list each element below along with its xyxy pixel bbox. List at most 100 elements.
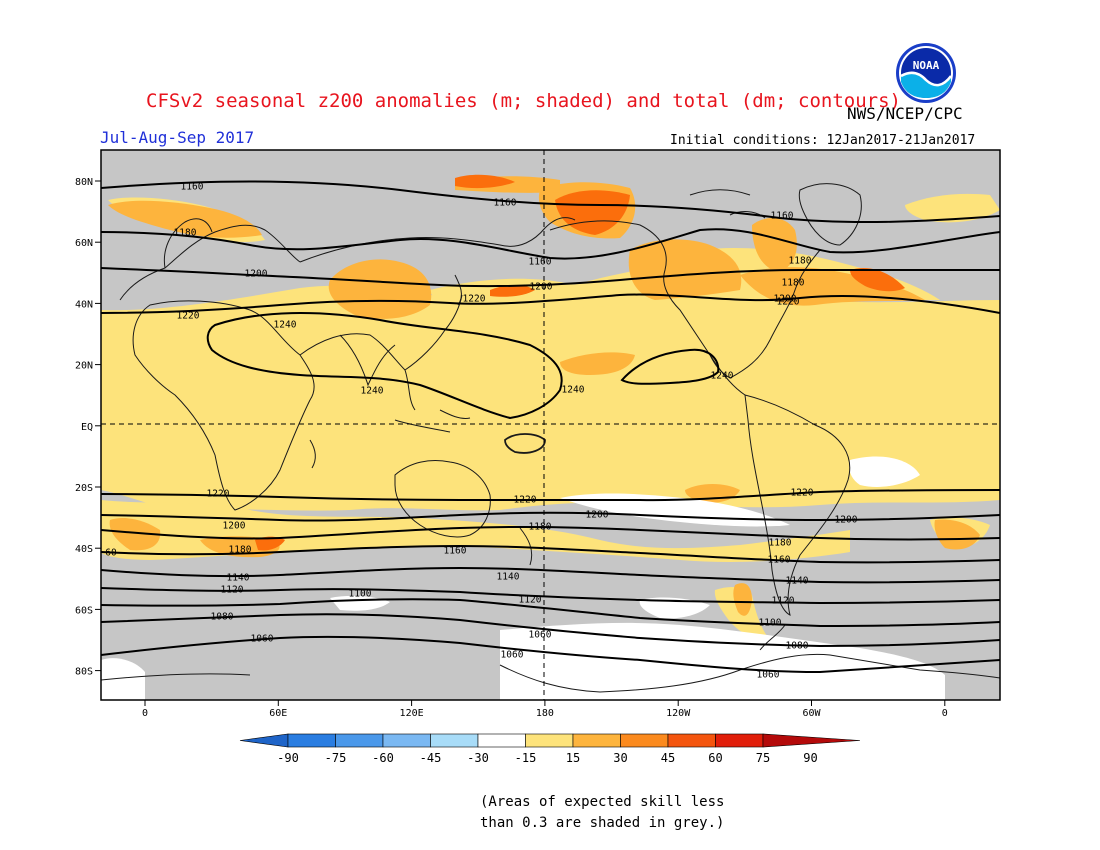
- anomaly-30-45-greenland: [752, 218, 797, 272]
- logo-wave: [901, 72, 951, 98]
- contour-label: 1060: [501, 650, 524, 661]
- contour-1060-south: [101, 635, 1000, 674]
- height-contours: [101, 180, 1000, 674]
- map-panel: 1160 1160 1160 1180 1160 1180 1200 1180 1220 1200…: [101, 150, 1000, 700]
- lat-label: 20S: [75, 483, 93, 494]
- skill-note: (Areas of expected skill less than 0.3 a…: [480, 792, 724, 834]
- contour-label: 1240: [711, 371, 734, 382]
- contour-label: 1160: [529, 257, 552, 268]
- anomaly-45-60-pacific: [490, 285, 535, 297]
- contour-label: 1100: [759, 618, 782, 629]
- lat-label: EQ: [81, 422, 93, 433]
- colorbar: -90 -75 -60 -45 -30 -15 15 30 45 60 75 90: [239, 733, 861, 765]
- anomaly-neutral-s-atlantic: [849, 456, 920, 487]
- contour-label: 1060: [251, 634, 274, 645]
- anomaly-30-45-pacific-eq: [560, 352, 635, 375]
- contour-1180-south: [101, 525, 1000, 541]
- lat-label: 80S: [75, 667, 93, 678]
- contour-label: 1140: [786, 576, 809, 587]
- skill-note-line1: (Areas of expected skill less: [480, 794, 725, 810]
- colorbar-label: 75: [756, 751, 770, 765]
- anomaly-neutral-antarctica-west: [101, 658, 145, 700]
- contour-1160-south: [101, 544, 1000, 564]
- contour-1200-south: [101, 511, 1000, 522]
- anomaly-30-45-antarctic-pen: [733, 583, 752, 616]
- contour-label: 1220: [514, 495, 537, 506]
- colorbar-label: 30: [613, 751, 627, 765]
- contour-label: 1240: [274, 320, 297, 331]
- lat-label: 80N: [75, 177, 93, 188]
- contour-label: 1160: [494, 198, 517, 209]
- antarctica-coast: [101, 653, 1000, 693]
- new-zealand-coast: [519, 527, 533, 566]
- contour-label: 1200: [586, 510, 609, 521]
- anomaly-15-30-arctic: [905, 193, 1000, 223]
- contour-label: 1220: [463, 294, 486, 305]
- longitude-ticks: 0 60E 120E 180 120W 60W 0: [142, 700, 948, 719]
- lat-label: 20N: [75, 361, 93, 372]
- anomaly-45-60-sh-africa: [255, 536, 285, 551]
- contour-1220-north: [101, 293, 1000, 314]
- lat-label: 60N: [75, 238, 93, 249]
- contour-label: 1180: [769, 538, 792, 549]
- lon-label: 0: [142, 708, 148, 719]
- contour-label: 1160: [181, 182, 204, 193]
- colorbar-label: -45: [420, 751, 442, 765]
- colorbar-label: -15: [515, 751, 537, 765]
- colorbar-arrow-right: [762, 733, 861, 748]
- contour-label: 1120: [519, 595, 542, 606]
- anomaly-30-45-sh-atl: [109, 518, 161, 551]
- greenland-coast: [798, 183, 862, 246]
- lon-label: 120W: [666, 708, 691, 719]
- anomaly-30-45-europe: [108, 200, 262, 238]
- australia-coast: [394, 460, 491, 538]
- scandinavia-coast: [163, 218, 213, 269]
- colorbar-label: 60: [708, 751, 722, 765]
- contour-label: 1200: [835, 515, 858, 526]
- contour-label: 1160: [444, 546, 467, 557]
- colorbar-box: [572, 733, 621, 748]
- contour-label: 1220: [791, 488, 814, 499]
- lon-label: 180: [536, 708, 554, 719]
- contour-label: 1180: [174, 228, 197, 239]
- colorbar-label: 90: [803, 751, 817, 765]
- contour-label: 1180: [782, 278, 805, 289]
- contour-label: 1140: [227, 573, 250, 584]
- contour-label: 1180: [789, 256, 812, 267]
- contour-label: 1060: [757, 670, 780, 681]
- logo-text: NOAA: [913, 59, 940, 72]
- se-asia-coast: [394, 369, 471, 433]
- anomaly-neutral-antarctica: [500, 622, 945, 700]
- colorbar-box: [715, 733, 764, 748]
- colorbar-box: [335, 733, 384, 748]
- colorbar-label: 45: [661, 751, 675, 765]
- agency-label: NWS/NCEP/CPC: [847, 104, 963, 123]
- colorbar-label: 15: [566, 751, 580, 765]
- contour-1100-south: [101, 598, 1000, 628]
- anomaly-30-45-north-atl: [740, 267, 925, 306]
- lat-label: 40S: [75, 544, 93, 555]
- colorbar-box: [620, 733, 669, 748]
- contour-label: 1220: [207, 489, 230, 500]
- india-coast: [339, 334, 396, 387]
- contour-label: 1080: [211, 612, 234, 623]
- contour-label-layer: 1160 1160 1160 1180 1160 1180 1200 1180 1220 1200…: [105, 182, 858, 681]
- contour-1080-south: [101, 613, 1000, 648]
- coastlines: [101, 183, 1000, 693]
- anomaly-30-45-central-asia: [328, 259, 432, 319]
- contour-label: 1200: [223, 521, 246, 532]
- contour-label: 1180: [229, 545, 252, 556]
- anomaly-30-45-north-america: [628, 239, 742, 300]
- colorbar-box: [430, 733, 479, 748]
- contour-label: 1180: [529, 522, 552, 533]
- noaa-logo: NOAA: [896, 43, 956, 103]
- contour-1220-south: [101, 489, 1000, 502]
- contour-1140-south: [101, 566, 1000, 584]
- contour-1120-south: [101, 587, 1000, 605]
- contour-label: 1120: [221, 585, 244, 596]
- contour-1240-asia: [206, 312, 563, 420]
- antarctic-peninsula-coast: [759, 624, 786, 651]
- contour-label: 1080: [786, 641, 809, 652]
- lon-label: 60E: [269, 708, 287, 719]
